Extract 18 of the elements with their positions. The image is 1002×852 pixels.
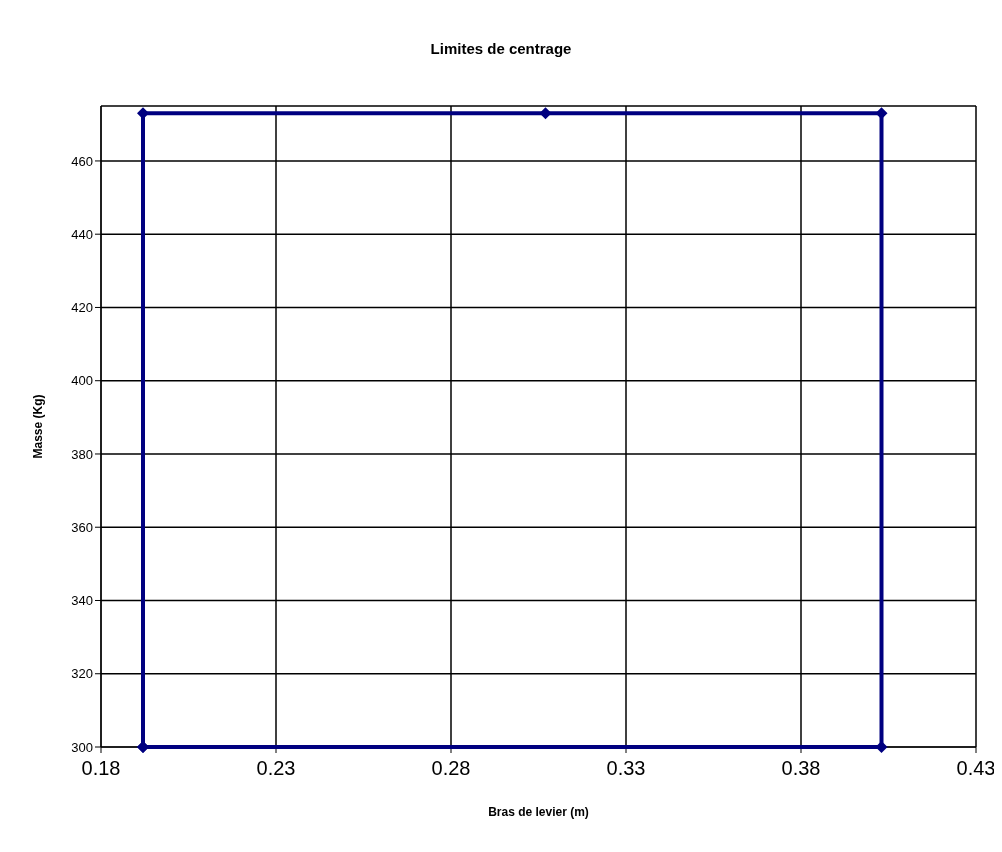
y-tick-label: 340	[71, 593, 93, 609]
y-axis-title: Masse (Kg)	[31, 394, 46, 459]
y-tick-label: 360	[71, 519, 93, 535]
y-tick-label: 400	[71, 373, 93, 389]
y-tick-label: 440	[71, 226, 93, 242]
y-tick-label: 420	[71, 300, 93, 316]
x-tick-label: 0.38	[781, 757, 821, 780]
x-axis-title: Bras de levier (m)	[488, 805, 589, 819]
y-tick-label: 320	[71, 666, 93, 682]
x-tick-label: 0.18	[81, 757, 121, 780]
y-tick-label: 380	[71, 446, 93, 462]
x-tick-label: 0.28	[431, 757, 471, 780]
x-tick-label: 0.23	[256, 757, 296, 780]
y-tick-label: 300	[71, 739, 93, 755]
x-tick-label: 0.43	[956, 757, 996, 780]
chart-title: Limites de centrage	[429, 40, 573, 57]
x-tick-label: 0.33	[606, 757, 646, 780]
y-tick-label: 460	[71, 153, 93, 169]
